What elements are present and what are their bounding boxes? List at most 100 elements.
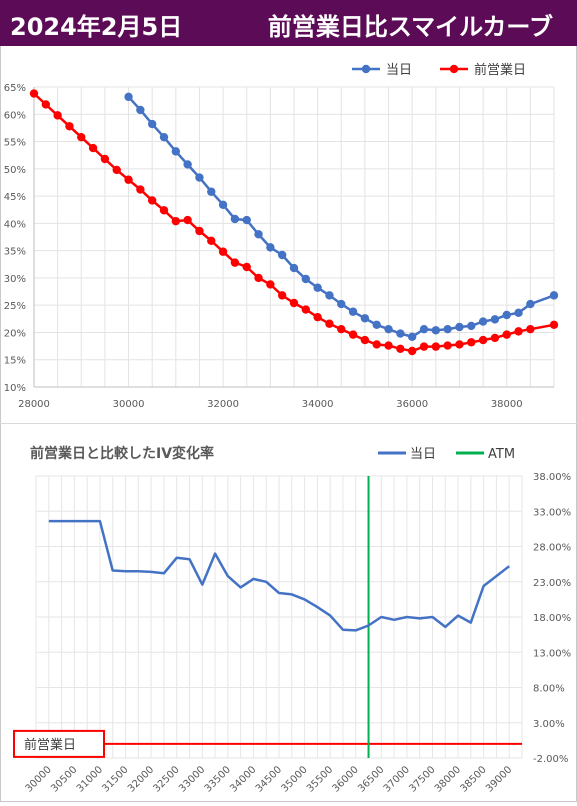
y-tick-label: 3.00% (533, 719, 565, 730)
series-point (549, 291, 559, 300)
series-point (526, 324, 535, 334)
series-point (313, 283, 322, 292)
series-point (183, 160, 192, 169)
series-point (455, 322, 464, 332)
y-tick-label: 35% (4, 247, 26, 258)
x-tick-label: 37500 (407, 764, 437, 794)
series-point (230, 214, 240, 224)
series-point (207, 187, 216, 196)
y-tick-label: 33.00% (533, 507, 571, 518)
header-title: 前営業日比スマイルカーブ (267, 13, 553, 41)
header-date: 2024年2月5日 (10, 13, 183, 41)
series-point (100, 154, 110, 164)
y-tick-label: 23.00% (533, 578, 571, 589)
x-tick-label: 38000 (491, 399, 523, 410)
series-point (514, 327, 523, 336)
series-point (396, 329, 405, 338)
x-tick-label: 30000 (113, 399, 145, 410)
y-tick-label: 18.00% (533, 613, 571, 624)
series-point (266, 243, 275, 252)
header-bar: 2024年2月5日 前営業日比スマイルカーブ (0, 0, 577, 46)
panel-divider (0, 423, 577, 424)
y-tick-label: 15% (4, 356, 26, 367)
series-point (124, 92, 133, 102)
series-point (419, 324, 429, 334)
iv-change-panel: 前営業日と比較したIV変化率 -2.00% 3.00% 8.00% 13.00% 18.0… (0, 428, 577, 802)
series-point (348, 330, 358, 339)
baseline-label-box (13, 729, 105, 758)
series-point (478, 317, 488, 326)
smile-curve-panel: 10% 15% 20% 25% 30% 35% 40% 45% 50% 55% 60% 65% 2800… (0, 47, 577, 420)
series-point (396, 344, 405, 354)
x-tick-label: 39000 (484, 764, 514, 794)
series-point (407, 346, 417, 356)
series-point (254, 273, 263, 283)
series-point (490, 333, 500, 343)
y-tick-label: 28.00% (533, 543, 571, 554)
series-point (171, 147, 181, 156)
x-tick-label: 36000 (331, 764, 361, 794)
y-tick-label: 55% (4, 138, 26, 149)
series-point (112, 165, 121, 175)
legend-label: ATM (488, 447, 515, 462)
x-tick-label: 30000 (24, 764, 54, 794)
iv-change-chart: 前営業日と比較したIV変化率 -2.00% 3.00% 8.00% 13.00% 18.0… (13, 445, 571, 795)
y-tick-label: 45% (4, 192, 26, 203)
legend-label: 当日 (410, 447, 436, 462)
series-point (467, 321, 476, 331)
y-tick-label: 10% (4, 383, 26, 394)
series-point (159, 132, 169, 142)
legend-marker (361, 64, 371, 74)
x-tick-label: 34000 (228, 764, 258, 794)
series-point (502, 330, 511, 339)
baseline-label: 前営業日 (24, 737, 76, 753)
series-point (77, 132, 86, 142)
series-point (254, 230, 263, 239)
series-point (348, 307, 358, 316)
legend-label: 前営業日 (474, 62, 526, 78)
y-tick-label: 30% (4, 274, 26, 285)
series-point (277, 250, 287, 260)
smile-curve-chart: 10% 15% 20% 25% 30% 35% 40% 45% 50% 55% 60% 65% 2800… (4, 62, 559, 410)
series-point (230, 258, 240, 267)
series-point (431, 326, 441, 335)
y-tick-label: 8.00% (533, 684, 565, 695)
series-point (360, 314, 370, 323)
chart-title: 前営業日と比較したIV変化率 (30, 445, 214, 462)
series-point (549, 320, 559, 330)
series-point (467, 338, 476, 347)
series-point (325, 291, 334, 300)
series-point (242, 215, 251, 225)
series-point (65, 122, 74, 131)
x-tick-label: 35000 (279, 764, 309, 794)
series-point (53, 111, 62, 120)
series-point (337, 324, 346, 334)
series-point (136, 105, 145, 115)
series-point (384, 324, 393, 334)
series-point (289, 298, 299, 308)
series-point (502, 310, 511, 320)
x-tick-label: 32000 (126, 764, 156, 794)
series-point (301, 305, 311, 314)
series-point (455, 340, 464, 349)
y-tick-label: 25% (4, 301, 26, 312)
series-point (372, 340, 381, 349)
y-tick-label: 38.00% (533, 472, 571, 483)
series-point (431, 342, 441, 351)
series-point (490, 315, 500, 324)
series-point (407, 332, 417, 342)
series-point (88, 143, 98, 153)
legend-label: 当日 (386, 63, 412, 78)
series-point (147, 196, 157, 205)
x-tick-label: 30500 (49, 764, 79, 794)
x-tick-label: 33000 (177, 764, 207, 794)
x-tick-label: 36500 (356, 764, 386, 794)
x-tick-label: 31000 (75, 764, 105, 794)
series-point (443, 341, 452, 350)
y-tick-label: 65% (4, 83, 26, 94)
series-point (171, 216, 181, 226)
series-line (48, 519, 510, 632)
series-point (526, 299, 535, 309)
series-point (195, 226, 204, 236)
y-tick-label: 60% (4, 110, 26, 121)
